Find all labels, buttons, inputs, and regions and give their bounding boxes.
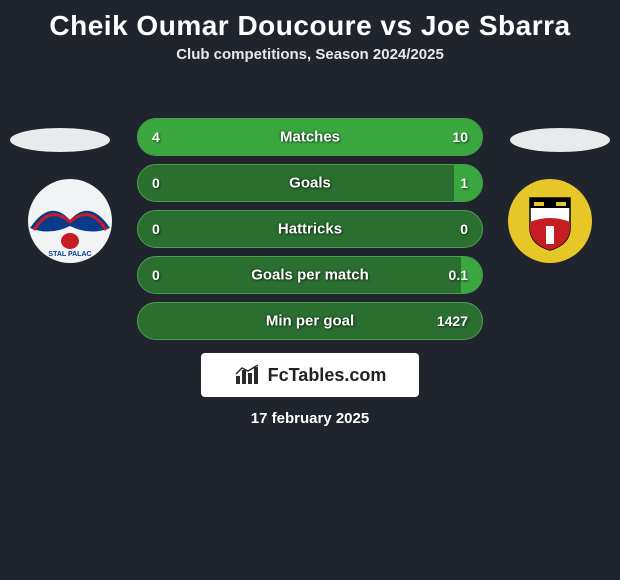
date-text: 17 february 2025 xyxy=(0,410,620,427)
stat-row: 1427Min per goal xyxy=(137,302,483,340)
chart-icon xyxy=(234,364,262,386)
stat-row: 01Goals xyxy=(137,164,483,202)
stat-row: 00.1Goals per match xyxy=(137,256,483,294)
page-subtitle: Club competitions, Season 2024/2025 xyxy=(0,46,620,87)
brand-text: FcTables.com xyxy=(268,365,387,386)
brand-box: FcTables.com xyxy=(201,353,419,397)
svg-text:STAL PALAC: STAL PALAC xyxy=(48,251,91,258)
stat-row: 00Hattricks xyxy=(137,210,483,248)
stat-label: Goals xyxy=(138,175,482,192)
shadow-ellipse-right xyxy=(510,128,610,152)
stat-label: Hattricks xyxy=(138,221,482,238)
shadow-ellipse-left xyxy=(10,128,110,152)
crest-right xyxy=(500,178,600,264)
page-title: Cheik Oumar Doucoure vs Joe Sbarra xyxy=(0,0,620,46)
stat-label: Goals per match xyxy=(138,267,482,284)
stat-label: Min per goal xyxy=(138,313,482,330)
stat-row: 410Matches xyxy=(137,118,483,156)
crest-left: STAL PALAC xyxy=(20,178,120,264)
stat-label: Matches xyxy=(138,129,482,146)
stats-column: 410Matches 01Goals 00Hattricks 00.1Goals pe… xyxy=(137,118,483,348)
